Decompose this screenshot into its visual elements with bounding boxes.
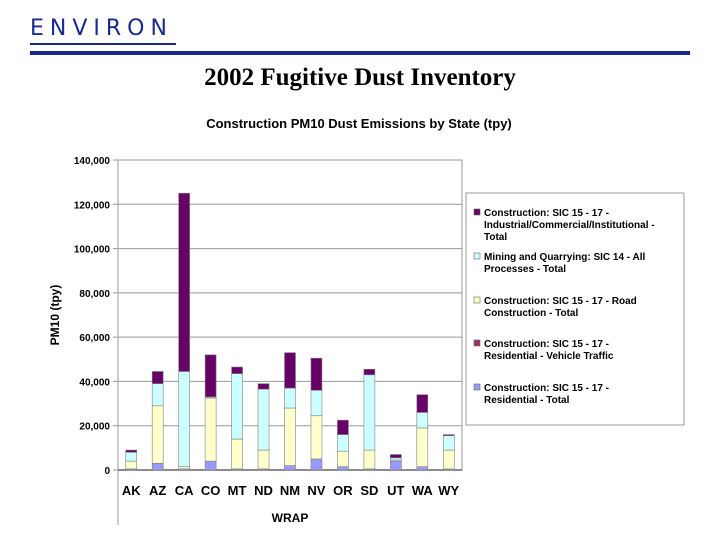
bar-segment bbox=[284, 465, 296, 471]
bar-segment bbox=[363, 368, 376, 376]
bar-segment bbox=[310, 389, 323, 417]
legend-label: Construction: SIC 15 - 17 -Industrial/Co… bbox=[484, 208, 655, 243]
bar-segment bbox=[178, 371, 190, 467]
y-axis-label: PM10 (tpy) bbox=[48, 285, 62, 346]
x-axis-label: WRAP bbox=[272, 511, 309, 525]
bar-segment bbox=[337, 466, 349, 471]
x-tick-label: SD bbox=[360, 483, 378, 498]
bar-segment bbox=[204, 354, 217, 398]
bar-segment bbox=[363, 449, 376, 470]
bar-segment bbox=[337, 419, 349, 435]
bar-segment bbox=[442, 449, 455, 470]
legend-swatch bbox=[473, 383, 481, 391]
y-tick-label: 60,000 bbox=[79, 333, 110, 344]
legend-box bbox=[465, 192, 685, 426]
bar-segment bbox=[363, 374, 376, 451]
x-tick-label: MT bbox=[228, 483, 247, 498]
y-tick-label: 20,000 bbox=[79, 422, 110, 433]
x-tick-label: CO bbox=[201, 483, 221, 498]
bar-segment bbox=[310, 458, 323, 471]
x-tick-label: NM bbox=[280, 483, 300, 498]
legend-label: Construction: SIC 15 - 17 - Road Construc… bbox=[484, 296, 637, 319]
bar-segment bbox=[231, 373, 243, 440]
bar-segment bbox=[390, 454, 402, 459]
bar-segment bbox=[125, 451, 138, 462]
y-tick-label: 40,000 bbox=[79, 377, 110, 388]
legend-swatch bbox=[473, 252, 481, 260]
y-tick-label: 0 bbox=[104, 466, 110, 477]
x-tick-label: OR bbox=[333, 483, 353, 498]
x-tick-label: UT bbox=[387, 483, 404, 498]
bar-segment bbox=[125, 460, 138, 470]
x-tick-label: AK bbox=[122, 483, 141, 498]
bar-segment bbox=[284, 352, 296, 389]
bar-segment bbox=[204, 460, 217, 471]
x-tick-label: CA bbox=[175, 483, 194, 498]
bar-segment bbox=[257, 388, 270, 451]
header-rule bbox=[30, 51, 690, 55]
slide-title: 2002 Fugitive Dust Inventory bbox=[204, 64, 516, 91]
bar-segment bbox=[284, 407, 296, 466]
bar-segment bbox=[231, 366, 243, 374]
legend-swatch bbox=[473, 339, 481, 347]
legend-swatch bbox=[473, 208, 481, 216]
y-tick-label: 100,000 bbox=[74, 245, 111, 256]
bar-segment bbox=[178, 192, 190, 372]
y-tick-label: 80,000 bbox=[79, 289, 110, 300]
bar-segment bbox=[416, 394, 429, 413]
bar-segment bbox=[390, 460, 402, 471]
legend-label: Mining and Quarrying: SIC 14 - All Proces… bbox=[484, 252, 646, 275]
bar-segment bbox=[151, 383, 164, 407]
x-tick-label: WA bbox=[412, 483, 434, 498]
bar-segment bbox=[442, 435, 455, 451]
y-tick-label: 120,000 bbox=[74, 200, 111, 211]
legend-label: Construction: SIC 15 - 17 -Residential -… bbox=[484, 383, 609, 406]
x-tick-label: NV bbox=[307, 483, 325, 498]
bar-segment bbox=[337, 434, 349, 452]
bar-segment bbox=[231, 438, 243, 470]
bar-segment bbox=[310, 415, 323, 460]
bar-segment bbox=[284, 387, 296, 409]
logo-underline bbox=[30, 43, 176, 45]
bar-segment bbox=[125, 449, 138, 453]
bar-segment bbox=[257, 383, 270, 390]
bar-segment bbox=[442, 434, 455, 436]
bar-segment bbox=[416, 427, 429, 467]
bar-segment bbox=[310, 357, 323, 391]
bar-segment bbox=[416, 466, 429, 471]
logo-text: ENVIRON bbox=[30, 16, 173, 41]
bar-segment bbox=[416, 412, 429, 429]
bar-segment bbox=[390, 457, 402, 461]
x-tick-label: ND bbox=[254, 483, 273, 498]
bar-segment bbox=[178, 466, 190, 470]
environ-logo: ENVIRON bbox=[30, 16, 180, 45]
bar-segment bbox=[151, 463, 164, 471]
bar-segment bbox=[151, 405, 164, 464]
legend-swatch bbox=[473, 296, 481, 304]
x-tick-label: AZ bbox=[149, 483, 166, 498]
chart-title: Construction PM10 Dust Emissions by Stat… bbox=[206, 116, 512, 131]
bar-segment bbox=[151, 371, 164, 384]
legend-label: Construction: SIC 15 - 17 -Residential -… bbox=[484, 339, 614, 362]
bar-segment bbox=[337, 450, 349, 467]
bar-segment bbox=[257, 449, 270, 470]
bar-segment bbox=[204, 397, 217, 462]
y-tick-label: 140,000 bbox=[74, 156, 111, 167]
x-tick-label: WY bbox=[438, 483, 459, 498]
